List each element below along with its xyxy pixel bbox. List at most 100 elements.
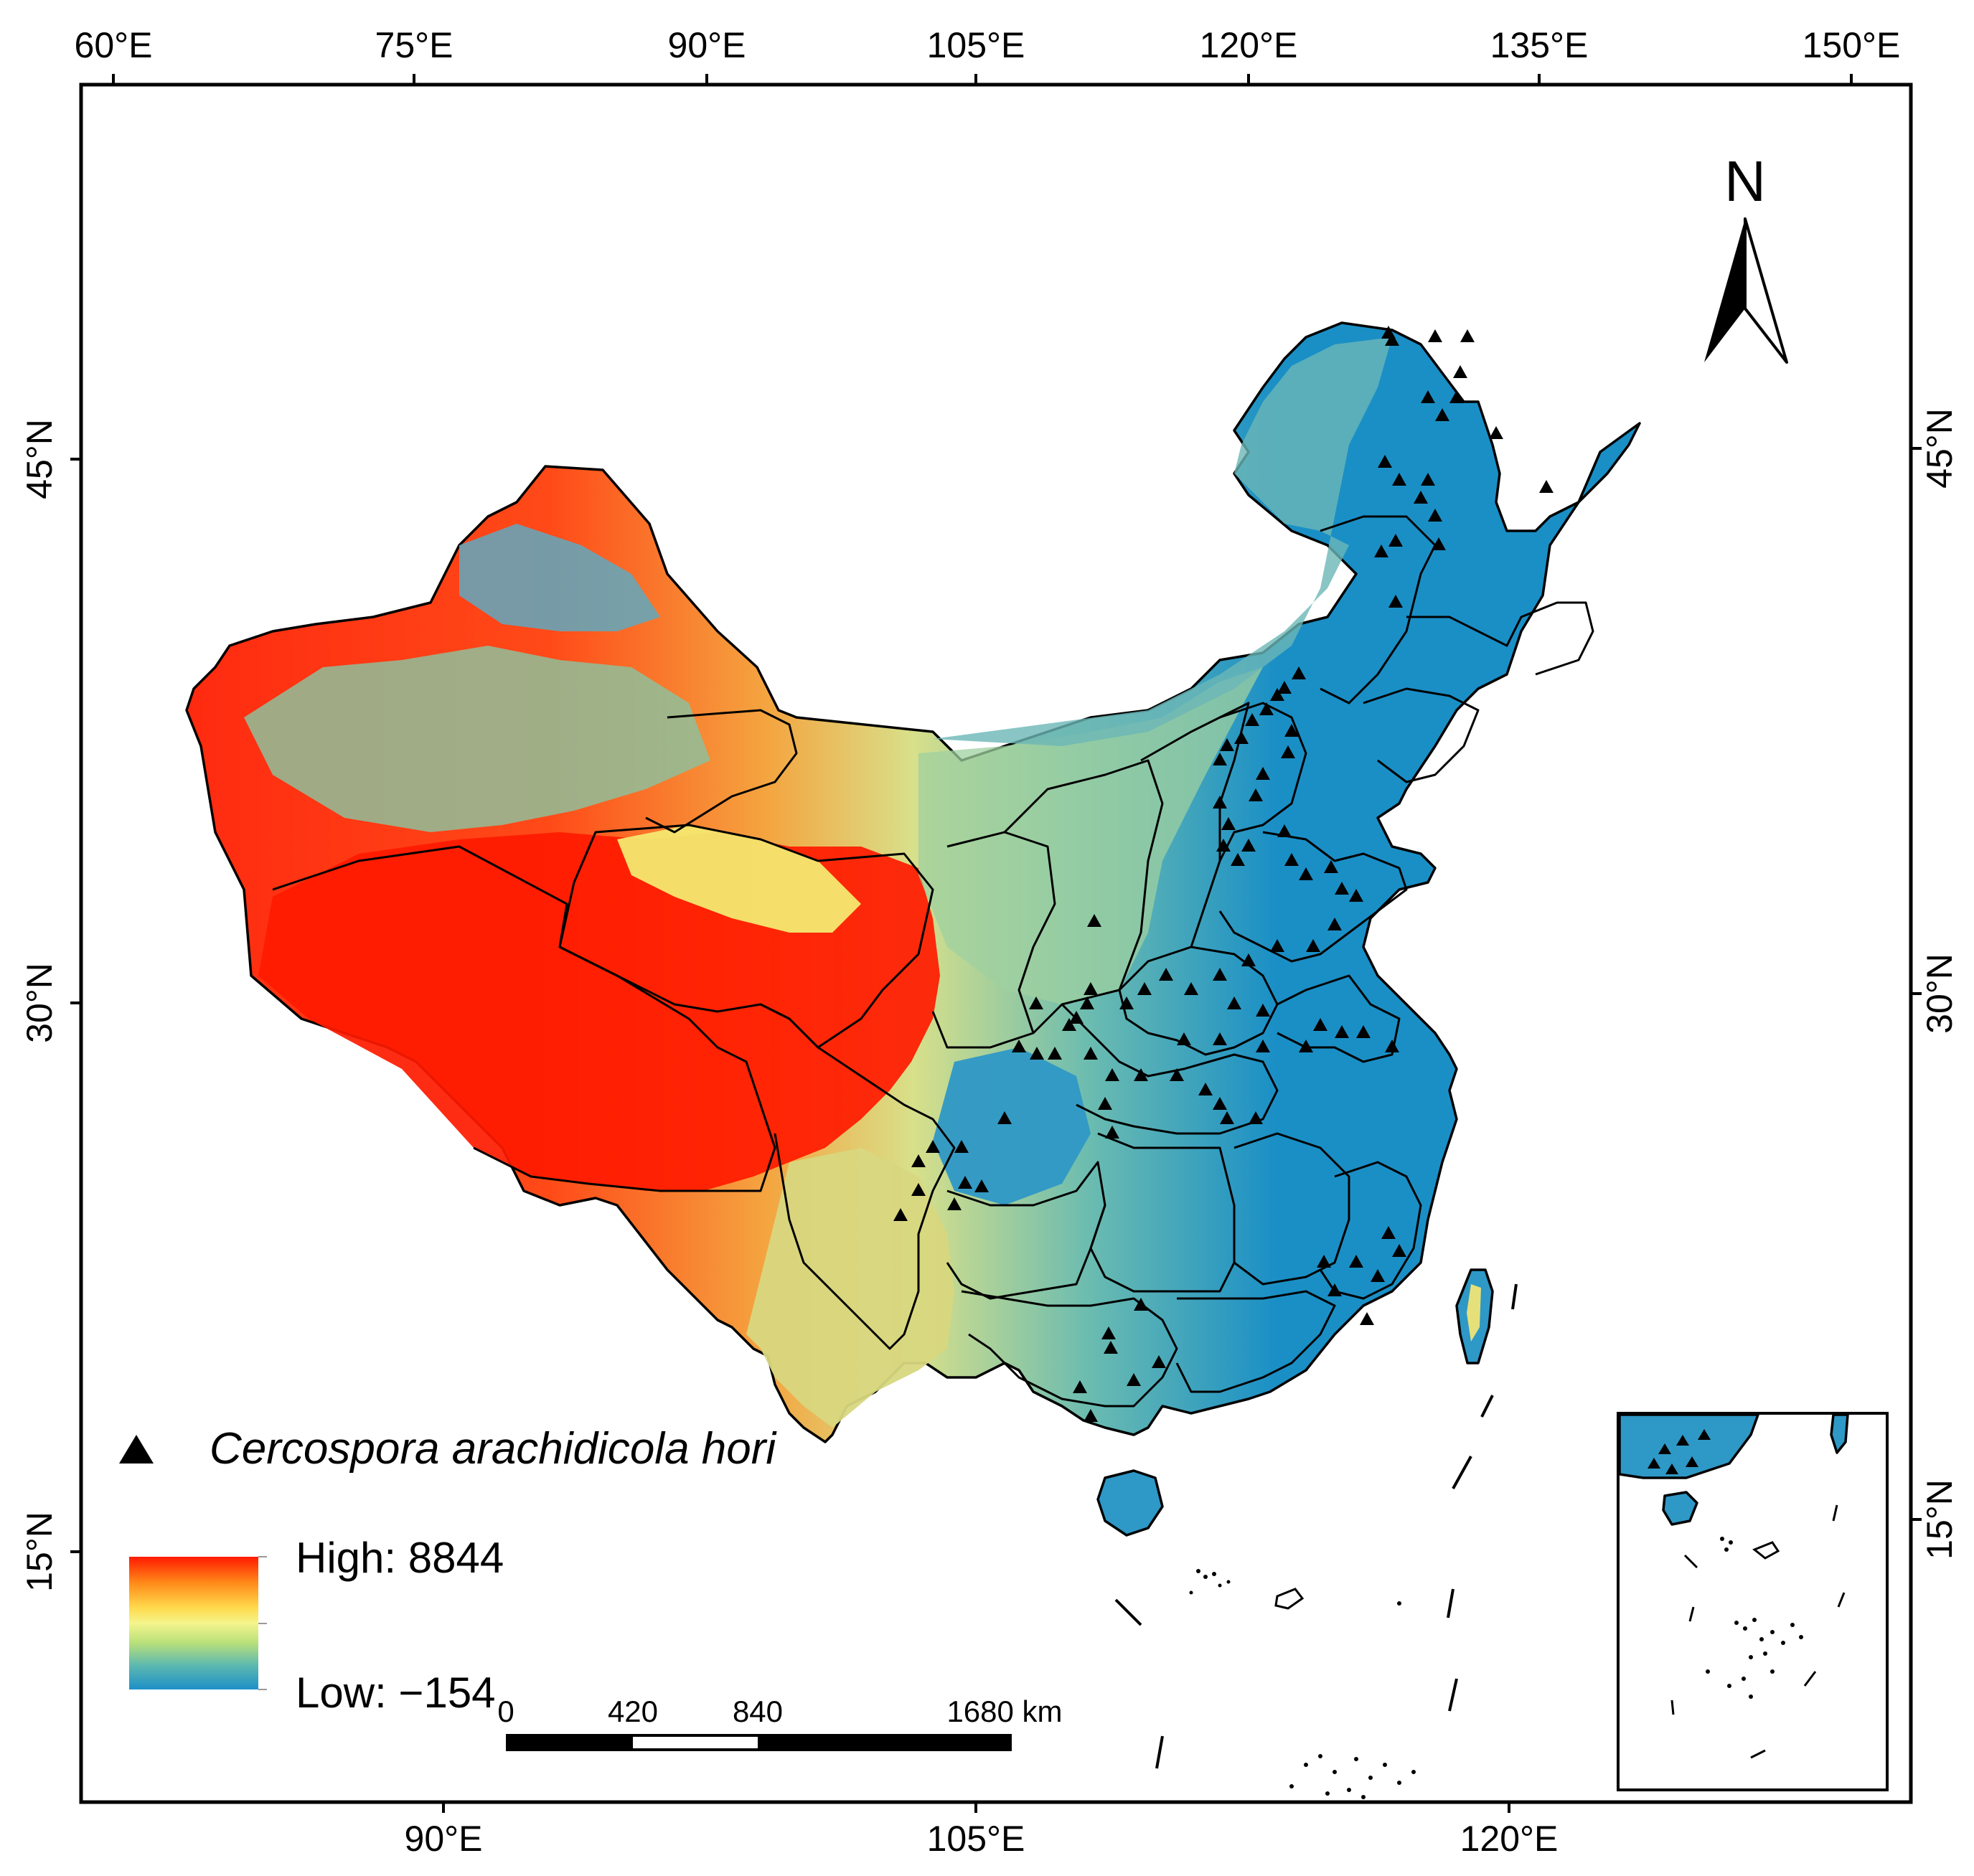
occurrence-marker [1170,1068,1184,1081]
occurrence-marker [1277,824,1292,837]
occurrence-marker [1213,968,1227,981]
occurrence-marker [1284,724,1299,737]
right-axis-label: 15°N [1919,1479,1960,1560]
occurrence-marker [1428,329,1442,342]
top-axis-label: 135°E [1490,25,1589,65]
occurrence-marker [1432,537,1446,550]
occurrence-marker [926,1140,940,1153]
occurrence-marker [1392,473,1406,486]
occurrence-marker [1220,1111,1234,1124]
occurrence-marker [1292,666,1306,679]
occurrence-marker [1259,702,1274,715]
north-arrow-label: N [1724,149,1766,213]
left-axis-labels: 45°N 30°N 15°N [19,419,60,1592]
occurrence-marker [1360,1312,1374,1325]
occurrence-marker [1281,745,1295,758]
occurrence-marker [1317,1255,1331,1268]
occurrence-marker [1084,1409,1098,1422]
occurrence-marker [1231,853,1245,866]
occurrence-marker [1127,1373,1141,1386]
occurrence-marker [1277,681,1292,694]
occurrence-marker [1234,731,1249,744]
top-axis-labels: 60°E 75°E 90°E 105°E 120°E 135°E 150°E [75,25,1901,65]
occurrence-marker [1270,939,1284,952]
occurrence-marker [1388,595,1403,608]
occurrence-marker [1356,1025,1371,1038]
occurrence-marker [1119,996,1134,1009]
top-axis-label: 150°E [1803,25,1901,65]
occurrence-marker [954,1140,969,1153]
occurrence-marker [1327,1283,1342,1296]
occurrence-marker [1256,1004,1270,1017]
occurrence-marker [1073,1380,1087,1393]
right-axis-label: 45°N [1919,408,1960,489]
right-axis-labels: 45°N 30°N 15°N [1919,408,1960,1560]
scale-label: 840 [733,1694,783,1728]
nine-dash-line [1114,1283,1518,1769]
scale-label: 0 [497,1694,514,1728]
occurrence-marker [1080,996,1094,1009]
occurrence-marker [1414,491,1428,504]
top-axis-label: 120°E [1200,25,1298,65]
top-axis [112,74,1853,85]
elevation-gradient [129,1557,258,1689]
occurrence-marker [1048,1047,1062,1060]
occurrence-marker [1220,738,1234,751]
occurrence-marker [1241,953,1256,966]
top-axis-label: 60°E [75,25,153,65]
occurrence-marker [1378,455,1392,468]
loess-plateau [918,667,1263,1004]
inset-map [1617,1412,1889,1791]
occurrence-marker [1385,333,1399,346]
occurrence-marker [1489,426,1503,439]
occurrence-marker [1030,1047,1044,1060]
scale-label: 420 [608,1694,658,1728]
occurrence-marker [1249,788,1263,801]
occurrence-marker [1104,1341,1118,1354]
occurrence-marker [1069,1011,1084,1024]
occurrence-marker [1256,767,1270,780]
occurrence-marker [1134,1298,1148,1311]
top-axis-label: 75°E [375,25,453,65]
tarim-basin [244,646,710,832]
occurrence-marker [1213,796,1227,809]
occurrence-marker [1062,1018,1076,1031]
bottom-axis-labels: 90°E 105°E 120°E [405,1819,1559,1859]
qaidam-basin [617,825,861,933]
occurrence-marker [1374,545,1388,557]
occurrence-marker [1449,390,1464,403]
top-axis-label: 105°E [927,25,1025,65]
occurrence-marker [974,1179,989,1192]
occurrence-marker [1159,968,1173,981]
occurrence-marker [1335,882,1349,895]
legend-triangle-icon [119,1435,154,1463]
occurrence-marker [1270,688,1284,701]
top-axis-label: 90°E [668,25,746,65]
occurrence-marker [1198,1083,1213,1095]
occurrence-marker [1284,853,1299,866]
occurrence-marker [1213,753,1227,765]
occurrence-marker [1392,1244,1406,1257]
scale-label: 1680 km [946,1694,1062,1728]
occurrence-marker [1313,1018,1327,1031]
occurrence-marker [1428,509,1442,522]
occurrence-marker [1152,1355,1166,1368]
occurrence-marker [1184,982,1198,995]
inset-taiwan [1830,1415,1849,1454]
occurrence-marker [1134,1068,1148,1081]
legend-low-label: Low: −154 [296,1669,496,1717]
occurrence-marker [1101,1326,1116,1339]
occurrence-marker [1221,817,1236,830]
occurrence-marker [997,1111,1012,1124]
occurrence-marker [1177,1032,1191,1045]
occurrence-markers [893,326,1554,1422]
occurrence-marker [1385,1040,1399,1052]
taiwan-highland [1467,1284,1481,1342]
legend-species-label: Cercospora arachidicola hori [210,1424,777,1474]
occurrence-marker [1213,1097,1227,1110]
occurrence-marker [1216,839,1231,852]
legend: Cercospora arachidicola hori High: 8844 … [119,1424,777,1717]
occurrence-marker [1306,939,1320,952]
occurrence-marker [1327,918,1342,930]
